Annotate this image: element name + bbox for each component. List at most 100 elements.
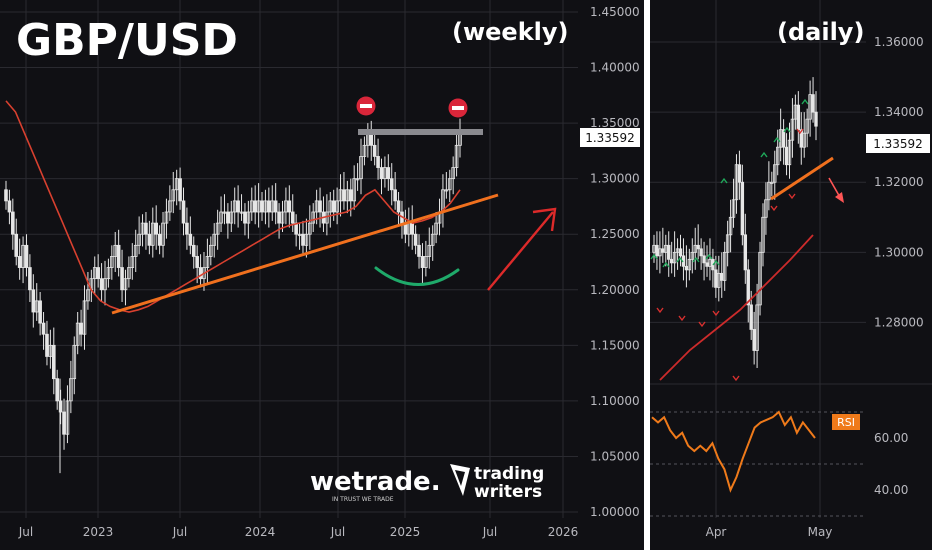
weekly-candle-body (147, 233, 152, 246)
weekly-x-tick-label: 2023 (83, 525, 114, 539)
sell-signal-marker (698, 321, 706, 328)
weekly-candle-body (434, 222, 438, 235)
daily-candle-body (758, 251, 762, 306)
weekly-y-tick-label: 1.45000 (590, 5, 640, 19)
weekly-subtitle: (weekly) (452, 18, 569, 46)
weekly-candle-body (188, 233, 193, 246)
weekly-candle-body (297, 233, 302, 236)
weekly-candle-body (335, 200, 339, 213)
weekly-candle-body (130, 256, 135, 268)
weekly-candle-body (270, 200, 275, 213)
weekly-candle-body (328, 200, 333, 213)
weekly-candle-body (96, 267, 100, 280)
weekly-candle-body (287, 200, 292, 213)
weekly-candle-body (249, 200, 254, 213)
daily-candle-body (661, 248, 665, 253)
weekly-candle-body (246, 211, 251, 224)
weekly-candle-body (379, 167, 384, 180)
weekly-candle-body (359, 156, 363, 180)
weekly-candle-body (209, 244, 213, 257)
daily-y-tick-label: 1.30000 (874, 245, 924, 259)
weekly-candle-body (24, 244, 29, 268)
sell-signal-marker (678, 315, 686, 322)
daily-price-tag (866, 134, 930, 153)
daily-y-tick-label: 1.36000 (874, 35, 924, 49)
daily-candle-body (755, 304, 759, 351)
weekly-candle-body (150, 222, 155, 246)
weekly-candle-body (369, 133, 374, 146)
weekly-candle-body (239, 211, 244, 214)
daily-y-axis: 1.36000 1.34000 1.32000 1.30000 1.28000 (874, 35, 924, 329)
weekly-candle-body (82, 300, 87, 335)
weekly-candle-body (41, 322, 46, 335)
daily-candle-body (764, 199, 768, 218)
weekly-candle-body (345, 189, 350, 202)
weekly-x-tick-label: Jul (482, 525, 497, 539)
daily-candle-body (720, 272, 724, 281)
weekly-candle-body (311, 211, 316, 224)
weekly-candle-body (144, 222, 148, 235)
weekly-candle-body (55, 378, 60, 402)
weekly-candle-body (21, 244, 25, 268)
weekly-candle-body (113, 244, 118, 257)
sell-signal-marker (770, 205, 778, 212)
weekly-candle-body (133, 244, 138, 257)
daily-candle-body (805, 118, 809, 134)
weekly-candle-body (31, 289, 36, 313)
weekly-x-tick-label: Jul (18, 525, 33, 539)
weekly-candle-body (45, 333, 49, 357)
daily-panel-background (650, 0, 932, 550)
weekly-candle-body (229, 211, 234, 224)
weekly-price-tag (580, 128, 640, 147)
no-entry-icon (448, 98, 468, 118)
daily-candle-body (770, 181, 774, 184)
sell-signal-marker (732, 375, 740, 382)
daily-candle-body (722, 251, 727, 281)
weekly-candle-body (355, 178, 360, 181)
weekly-candle-body (338, 189, 343, 202)
daily-price-tag-value: 1.33592 (873, 137, 923, 151)
weekly-candles (4, 118, 462, 474)
daily-y-tick-label: 1.28000 (874, 315, 924, 329)
weekly-candle-body (372, 144, 377, 157)
weekly-candle-body (413, 233, 418, 246)
daily-candle-body (787, 139, 792, 166)
daily-down-arrow (828, 177, 844, 203)
weekly-candle-body (174, 178, 179, 191)
daily-candle-body (796, 104, 801, 131)
weekly-candle-body (393, 189, 397, 202)
weekly-candle-body (164, 211, 169, 224)
rsi-label-box (832, 414, 860, 430)
weekly-candle-body (123, 278, 128, 291)
weekly-resistance-line (358, 129, 483, 135)
daily-candle-body (684, 265, 689, 271)
weekly-candle-body (454, 144, 459, 168)
daily-candle-body (740, 181, 745, 236)
sell-signal-marker (712, 310, 720, 317)
rsi-y-axis: 60.00 40.00 (874, 431, 908, 497)
weekly-y-tick-label: 1.25000 (590, 227, 640, 241)
wetrade-tagline: IN TRUST WE TRADE (332, 496, 394, 503)
weekly-candle-body (69, 378, 73, 402)
weekly-candle-body (430, 233, 435, 246)
weekly-candle-body (352, 178, 356, 202)
weekly-candle-body (17, 256, 22, 268)
no-entry-icon (356, 96, 376, 116)
weekly-rounded-bottom-arc (374, 266, 460, 286)
weekly-candle-body (195, 256, 199, 268)
sell-signal-marker (788, 193, 796, 200)
weekly-candle-body (222, 211, 227, 214)
daily-signal-markers (650, 98, 809, 382)
weekly-candle-body (7, 200, 12, 213)
weekly-candle-body (314, 200, 319, 213)
weekly-candle-body (181, 200, 186, 224)
buy-signal-marker (712, 259, 720, 266)
weekly-candle-body (103, 278, 107, 291)
weekly-candle-body (215, 222, 220, 235)
wetrade-logo: wetrade. (310, 467, 441, 497)
weekly-x-axis: Jul 2023 Jul 2024 Jul 2025 Jul 2026 (18, 525, 579, 539)
buy-signal-marker (720, 177, 728, 184)
weekly-candle-body (106, 267, 111, 280)
